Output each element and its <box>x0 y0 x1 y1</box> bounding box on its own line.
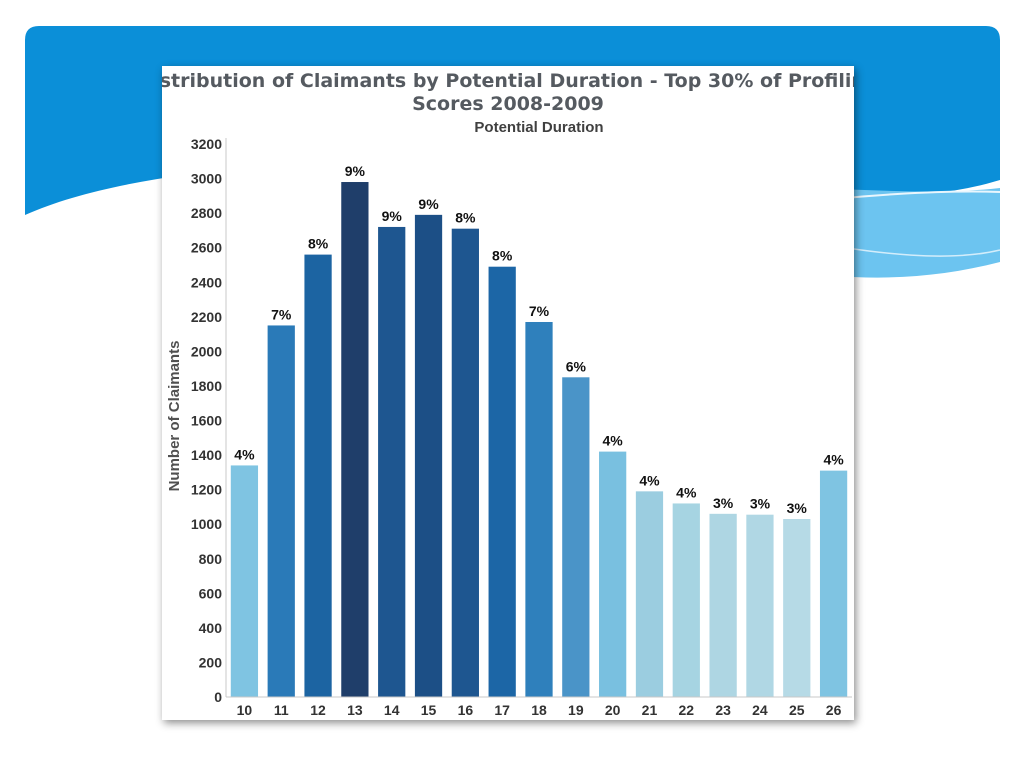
x-tick-label: 12 <box>310 702 326 718</box>
data-label-10: 4% <box>234 446 255 462</box>
chart-title-line-1: Distribution of Claimants by Potential D… <box>162 70 854 92</box>
chart-subtitle: Potential Duration <box>474 119 603 136</box>
chart-card: Distribution of Claimants by Potential D… <box>162 66 854 720</box>
data-label-14: 9% <box>382 208 403 224</box>
data-label-23: 3% <box>713 495 734 511</box>
x-tick-label: 20 <box>605 702 621 718</box>
chart-title-line-2: Scores 2008-2009 <box>412 93 604 115</box>
bar-12 <box>304 254 332 697</box>
bar-10 <box>230 465 259 697</box>
x-tick-label: 17 <box>494 702 510 718</box>
bar-17 <box>488 266 516 697</box>
bar-16 <box>451 228 479 697</box>
data-label-17: 8% <box>492 248 513 264</box>
y-axis-ticks: 0 200 400 600 800 1000 1200 1400 1600 1800 2000 220… <box>191 136 222 705</box>
bar-15 <box>414 214 443 697</box>
y-tick-label: 1200 <box>191 482 222 498</box>
y-tick-label: 400 <box>199 620 223 636</box>
data-label-15: 9% <box>418 196 439 212</box>
bar-19 <box>562 377 590 697</box>
y-tick-label: 3200 <box>191 136 222 152</box>
x-tick-label: 19 <box>568 702 584 718</box>
x-tick-label: 23 <box>715 702 731 718</box>
y-tick-label: 2400 <box>191 274 222 290</box>
x-tick-label: 15 <box>421 702 437 718</box>
y-tick-label: 1600 <box>191 413 222 429</box>
data-label-19: 6% <box>566 358 587 374</box>
data-labels: 4% 7% 8% 9% 9% 9% 8% 8% 7% 6% 4% 4% 4% 3% 3% 3% 4% <box>234 163 844 516</box>
data-label-25: 3% <box>787 500 808 516</box>
data-label-18: 7% <box>529 303 550 319</box>
bar-22 <box>672 503 700 697</box>
x-tick-label: 16 <box>458 702 474 718</box>
data-label-24: 3% <box>750 496 771 512</box>
data-label-22: 4% <box>676 484 697 500</box>
bar-13 <box>341 182 369 698</box>
data-label-21: 4% <box>639 472 660 488</box>
y-tick-label: 1000 <box>191 516 222 532</box>
x-tick-label: 14 <box>384 702 400 718</box>
data-label-26: 4% <box>823 452 844 468</box>
y-tick-label: 200 <box>199 654 223 670</box>
y-tick-label: 1400 <box>191 447 222 463</box>
bar-24 <box>746 514 774 697</box>
bar-26 <box>819 470 848 697</box>
data-label-13: 9% <box>345 163 366 179</box>
y-tick-label: 0 <box>214 689 222 705</box>
bar-23 <box>709 513 737 697</box>
data-label-16: 8% <box>455 210 476 226</box>
y-tick-label: 3000 <box>191 171 222 187</box>
x-tick-label: 25 <box>789 702 805 718</box>
y-tick-label: 600 <box>199 585 223 601</box>
x-tick-label: 11 <box>274 702 289 718</box>
bar-11 <box>267 325 295 697</box>
x-tick-label: 24 <box>752 702 768 718</box>
x-tick-label: 13 <box>347 702 363 718</box>
x-tick-label: 26 <box>826 702 842 718</box>
bar-25 <box>783 519 811 697</box>
x-tick-label: 10 <box>237 702 253 718</box>
bar-20 <box>599 451 627 697</box>
bar-18 <box>525 321 553 697</box>
data-label-11: 7% <box>271 306 292 322</box>
bar-14 <box>378 226 406 697</box>
y-tick-label: 2000 <box>191 343 222 359</box>
y-tick-label: 2800 <box>191 205 222 221</box>
y-tick-label: 1800 <box>191 378 222 394</box>
bar-21 <box>635 491 664 697</box>
bar-chart: Distribution of Claimants by Potential D… <box>162 70 854 718</box>
x-tick-label: 22 <box>679 702 695 718</box>
x-tick-label: 21 <box>642 702 658 718</box>
x-axis-ticks: 10 11 12 13 14 15 16 17 18 19 20 21 22 23 24 25 26 <box>237 702 842 718</box>
y-tick-label: 2200 <box>191 309 222 325</box>
y-axis-label: Number of Claimants <box>166 341 183 492</box>
bar-series <box>230 182 848 698</box>
data-label-12: 8% <box>308 236 329 252</box>
x-tick-label: 18 <box>531 702 547 718</box>
y-tick-label: 2600 <box>191 240 222 256</box>
y-tick-label: 800 <box>199 551 223 567</box>
data-label-20: 4% <box>603 433 624 449</box>
